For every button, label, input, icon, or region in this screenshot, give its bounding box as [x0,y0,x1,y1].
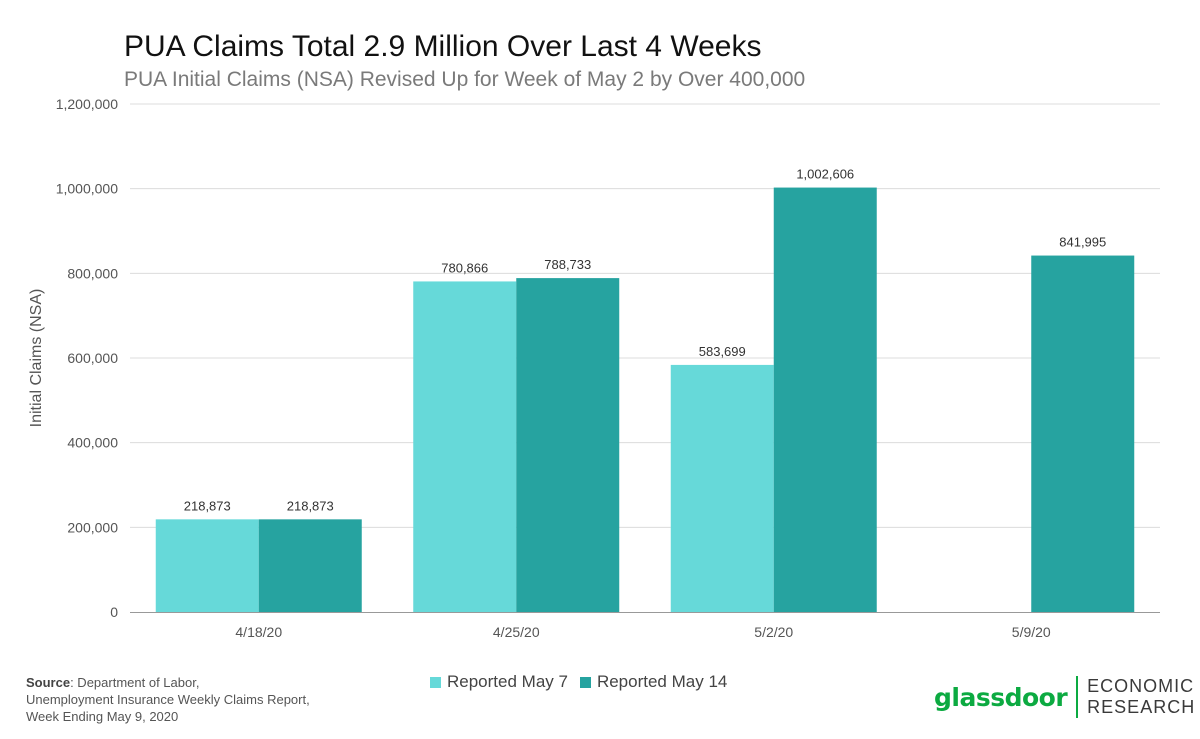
source-line-2: Unemployment Insurance Weekly Claims Rep… [26,692,310,707]
bar [1031,255,1135,612]
x-tick-label: 5/2/20 [754,624,793,640]
y-tick-label: 1,200,000 [56,96,118,112]
bar [670,364,774,612]
data-label: 1,002,606 [796,167,854,182]
chart-title: PUA Claims Total 2.9 Million Over Last 4… [124,30,762,63]
bar [516,278,620,612]
bar [155,519,259,612]
y-tick-label: 600,000 [67,350,118,366]
logo-econ-line-1: ECONOMIC [1087,676,1195,696]
legend-swatch-reported-may-14 [579,676,591,688]
data-label: 218,873 [184,498,231,513]
source-note: Source: Department of Labor, Unemploymen… [26,674,310,725]
chart-legend: Reported May 7 Reported May 14 [430,672,727,692]
legend-label-reported-may-7: Reported May 7 [447,672,568,691]
y-tick-label: 800,000 [67,265,118,281]
legend-item-reported-may-7: Reported May 7 [430,672,568,692]
y-tick-label: 0 [110,604,118,620]
x-tick-label: 4/18/20 [235,624,282,640]
y-tick-label: 400,000 [67,435,118,451]
data-label: 780,866 [441,260,488,275]
source-line-3: Week Ending May 9, 2020 [26,709,179,724]
bar [773,187,877,612]
legend-label-reported-may-14: Reported May 14 [596,672,728,691]
data-label: 218,873 [287,498,334,513]
y-tick-label: 1,000,000 [56,181,118,197]
glassdoor-wordmark: glassdoor [934,682,1068,712]
bar [258,519,362,612]
data-label: 841,995 [1059,235,1106,250]
legend-item-reported-may-14: Reported May 14 [579,672,728,692]
y-axis-label: Initial Claims (NSA) [28,289,45,428]
x-tick-label: 4/25/20 [493,624,540,640]
glassdoor-economic-research-logo: glassdoor ECONOMIC RESEARCH [934,676,1195,718]
data-label: 788,733 [544,257,591,272]
source-line-1: : Department of Labor, [70,675,200,690]
legend-swatch-reported-may-7 [430,676,441,688]
economic-research-text: ECONOMIC RESEARCH [1087,676,1195,718]
bar [413,281,517,612]
data-label: 583,699 [699,344,746,359]
chart-subtitle: PUA Initial Claims (NSA) Revised Up for … [124,68,806,91]
logo-divider [1076,676,1079,718]
source-label: Source [26,675,71,690]
logo-econ-line-2: RESEARCH [1087,697,1196,717]
y-tick-label: 200,000 [67,519,118,535]
x-tick-label: 5/9/20 [1012,624,1051,640]
